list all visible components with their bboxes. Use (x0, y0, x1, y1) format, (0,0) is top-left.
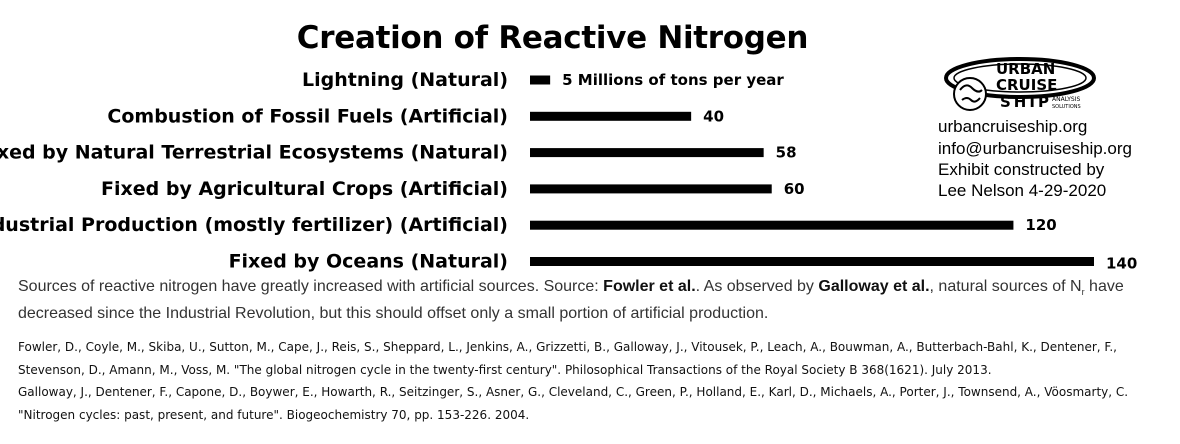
urban-cruise-ship-logo: URBAN CRUISE SHIP ANALYSIS SOLUTIONS (944, 56, 1104, 116)
logo-mark: URBAN CRUISE SHIP ANALYSIS SOLUTIONS (944, 57, 1096, 111)
website-text: urbancruiseship.org (938, 117, 1088, 136)
caption: Sources of reactive nitrogen have greatl… (18, 276, 1168, 324)
logo-line2: CRUISE (996, 76, 1057, 94)
logo-line3: SHIP (1000, 93, 1052, 111)
credit-line-2: Lee Nelson 4-29-2020 (938, 181, 1107, 200)
logo-line1: URBAN (996, 60, 1055, 78)
data-label: 140 (1106, 255, 1137, 273)
category-label: Combustion of Fossil Fuels (Artificial) (107, 105, 508, 127)
category-label: Fixed by Agricultural Crops (Artificial) (101, 178, 508, 200)
reference-1: Fowler, D., Coyle, M., Skiba, U., Sutton… (18, 340, 1117, 377)
email-text: info@urbancruiseship.org (938, 139, 1132, 158)
caption-source-1: Fowler et al. (603, 278, 696, 295)
category-label: Fixed by Natural Terrestrial Ecosystems … (0, 142, 508, 164)
data-label: 58 (776, 144, 797, 162)
data-label: 120 (1025, 216, 1056, 234)
data-label: 60 (784, 180, 805, 198)
category-label: Lightning (Natural) (302, 69, 508, 91)
caption-source-2: Galloway et al. (818, 278, 930, 295)
bar (530, 148, 764, 158)
reference-2: Galloway, J., Dentener, F., Capone, D., … (18, 385, 1129, 422)
bar-chart: Lightning (Natural) 5 Millions of tons pe… (0, 69, 1137, 273)
logo-tagline-1: ANALYSIS (1052, 96, 1080, 103)
data-label: 40 (703, 107, 724, 125)
bar (530, 257, 1094, 266)
category-label: Fixed by Oceans (Natural) (229, 251, 508, 273)
caption-subscript: r (1081, 287, 1085, 298)
caption-text-4: have decreased since the Industrial Revo… (18, 278, 1124, 323)
data-label: 5 Millions of tons per year (562, 71, 784, 89)
references: Fowler, D., Coyle, M., Skiba, U., Sutton… (18, 336, 1168, 426)
bar (530, 220, 1014, 230)
bar (530, 111, 692, 121)
credit-line-1: Exhibit constructed by (938, 160, 1105, 179)
caption-text-1: Sources of reactive nitrogen have greatl… (18, 278, 604, 295)
chart-title: Creation of Reactive Nitrogen (296, 20, 809, 56)
logo-tagline-2: SOLUTIONS (1052, 104, 1081, 110)
caption-text-2: . As observed by (695, 278, 819, 295)
bar (530, 75, 551, 85)
bar (530, 184, 772, 194)
caption-text-3: , natural sources of N (929, 278, 1082, 295)
category-label: Industrial Production (mostly fertilizer… (0, 214, 508, 236)
